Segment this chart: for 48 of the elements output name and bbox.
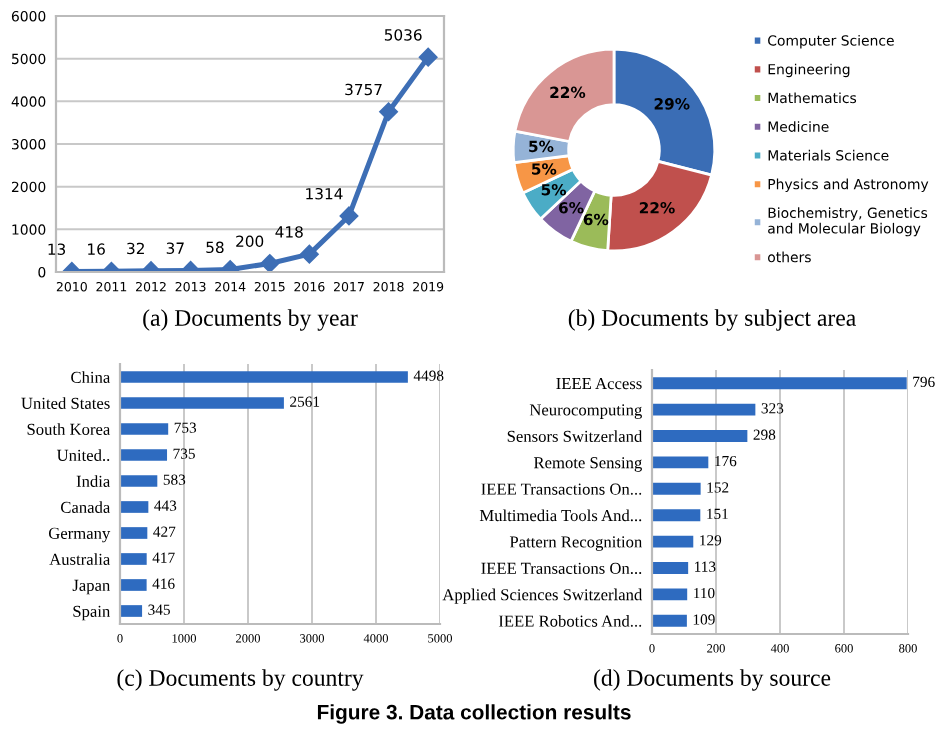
- y-tick-label: Sensors Switzerland: [507, 430, 643, 442]
- point: [339, 206, 359, 226]
- bar: [120, 553, 147, 565]
- y-tick-label: Neurocomputing: [529, 404, 642, 419]
- bar: [120, 605, 143, 617]
- text: (d) Documents by source: [594, 669, 831, 691]
- y-tick-label: China: [71, 371, 111, 383]
- y-tick-label: South Korea: [27, 423, 111, 435]
- y-tick-label: IEEE Transactions On...: [481, 562, 642, 575]
- bar: [120, 501, 149, 513]
- point: [379, 102, 398, 121]
- y-tick-label: Australia: [49, 553, 111, 565]
- y-tick-label: Pattern Recognition: [509, 536, 643, 551]
- y-tick-label: Multimedia Tools And...: [479, 509, 642, 522]
- bar: [652, 562, 689, 574]
- bar: [652, 403, 756, 416]
- bar: [652, 588, 688, 601]
- bar: [120, 449, 168, 461]
- y-tick-label: India: [76, 475, 111, 487]
- bar: [652, 430, 748, 442]
- y-tick-label: Applied Sciences Switzerland: [442, 588, 643, 604]
- y-tick-label: IEEE Robotics And...: [498, 615, 642, 627]
- bar: [652, 535, 694, 548]
- bar: [652, 377, 907, 390]
- y-tick-label: Remote Sensing: [533, 457, 642, 472]
- y-tick-label: Japan: [72, 579, 111, 595]
- y-tick-label: Germany: [48, 527, 111, 543]
- bar: [652, 509, 701, 522]
- y-tick-label: Canada: [60, 501, 111, 513]
- bar: [120, 475, 158, 487]
- y-tick-label: Spain: [73, 605, 111, 621]
- bar: [120, 397, 284, 409]
- y-tick-label: IEEE Access: [556, 377, 642, 390]
- point: [418, 47, 438, 67]
- text: (c) Documents by country: [117, 669, 364, 691]
- caption: Figure 3. Data collection results: [317, 704, 631, 724]
- bar: [120, 423, 169, 435]
- bar: [120, 579, 147, 591]
- y-tick-label: IEEE Transactions On...: [481, 483, 642, 495]
- y-tick-label: United States: [21, 397, 110, 409]
- bar: [652, 482, 701, 495]
- y-tick-label: United..: [56, 449, 110, 462]
- bar: [652, 456, 709, 469]
- text: (b) Documents by subject area: [568, 309, 856, 331]
- bar: [652, 614, 687, 627]
- text: (a) Documents by year: [143, 309, 358, 331]
- bar: [120, 371, 408, 383]
- bar: [120, 527, 148, 539]
